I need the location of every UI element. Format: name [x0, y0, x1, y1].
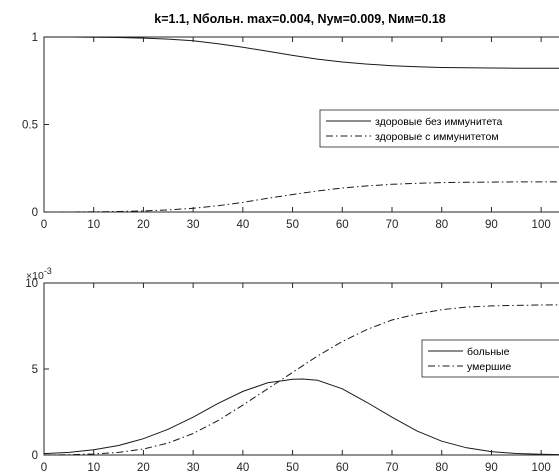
x-tick-label: 0 — [41, 219, 47, 231]
y-tick-label: 5 — [32, 364, 38, 376]
y-tick-label: 1 — [32, 32, 38, 44]
x-tick-label: 30 — [187, 219, 200, 231]
x-tick-label: 50 — [286, 219, 299, 231]
x-tick-label: 40 — [236, 219, 249, 231]
y-tick-label: 10 — [25, 278, 38, 290]
x-tick-label: 10 — [87, 462, 100, 474]
chart-title: k=1.1, Nбольн. max=0.004, Nум=0.009, Nим… — [154, 12, 446, 26]
x-tick-label: 60 — [336, 462, 349, 474]
x-tick-label: 90 — [485, 462, 498, 474]
series-line-1 — [44, 181, 559, 213]
legend: здоровые без иммунитета здоровые с иммуни… — [319, 109, 559, 148]
top-axes: 0 10 20 30 40 50 60 70 80 90 100 0 0.5 1 здоровые без … — [22, 32, 559, 231]
y-tick-label: 0.5 — [22, 120, 38, 132]
bottom-axes: 0 10 20 30 40 50 60 70 80 90 1000510×10-3больныеум… — [25, 266, 559, 474]
x-tick-label: 20 — [137, 219, 150, 231]
series-line-1 — [43, 304, 559, 456]
legend-label: здоровые с иммунитетом — [375, 131, 499, 143]
x-tick-label: 50 — [286, 462, 299, 474]
x-tick-label: 80 — [435, 219, 448, 231]
x-tick-label: 90 — [485, 219, 498, 231]
x-tick-label: 30 — [187, 462, 200, 474]
x-tick-label: 80 — [435, 462, 448, 474]
x-tick-label: 70 — [386, 462, 399, 474]
legend-box — [421, 339, 559, 378]
x-tick-label: 0 — [41, 462, 47, 474]
y-tick-label: 0 — [32, 207, 38, 219]
x-tick-label: 20 — [137, 462, 150, 474]
legend-label: умершие — [467, 361, 511, 373]
x-tick-label: 70 — [386, 219, 399, 231]
legend-label: здоровые без иммунитета — [375, 116, 503, 128]
x-tick-label: 100 — [532, 219, 551, 231]
legend-box — [319, 109, 559, 148]
y-multiplier-exponent: -3 — [44, 266, 52, 276]
x-tick-label: 60 — [336, 219, 349, 231]
x-tick-label: 10 — [87, 219, 100, 231]
y-tick-label: 0 — [32, 450, 38, 462]
x-tick-label: 100 — [532, 462, 551, 474]
series-line-0 — [44, 36, 559, 69]
x-tick-label: 40 — [236, 462, 249, 474]
legend: больные умершие — [421, 339, 559, 378]
legend-label: больные — [467, 346, 510, 358]
series-line-0 — [43, 378, 559, 456]
